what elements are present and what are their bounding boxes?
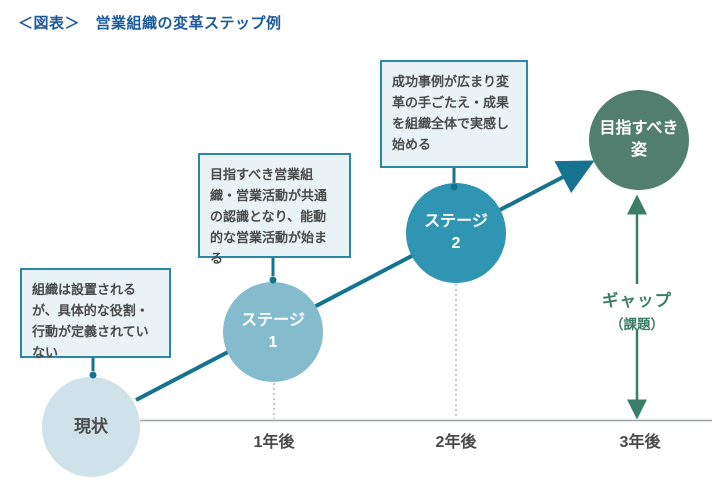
annotation-box-current: 組織は設置されるが、具体的な役割・行動が定義されていない (20, 268, 171, 360)
tick-label-year3: 3年後 (619, 434, 661, 451)
connector-dot-2 (269, 276, 277, 284)
tick-label-year2: 2年後 (435, 434, 477, 451)
growth-arrow (135, 160, 595, 402)
stage2-number: 2 (451, 235, 461, 252)
gap-label-main: ギャップ (602, 292, 672, 310)
annotation-box-stage1: 目指すべき営業組織・営業活動が共通の認識となり、能動的な営業活動が始まる (198, 153, 351, 266)
gap-label: ギャップ （課題） (597, 287, 677, 333)
connector-dot-3 (450, 183, 458, 191)
annotation-box-stage2: 成功事例が広まり変革の手ごたえ・成果を組織全体で実感し始める (380, 60, 528, 168)
stage1-label: ステージ (241, 312, 305, 330)
tick-label-year1: 1年後 (253, 434, 295, 451)
stage2-label: ステージ (424, 213, 488, 231)
stage-current-label: 現状 (74, 416, 108, 436)
stage-circle-2: ステージ 2 (406, 183, 506, 283)
stage-circle-1: ステージ 1 (223, 282, 323, 382)
page-title: ＜図表＞ 営業組織の変革ステップ例 (18, 15, 282, 32)
stage-circle-current: 現状 (42, 377, 140, 477)
goal-circle: 目指すべき 姿 (589, 90, 689, 190)
gap-label-sub: （課題） (610, 317, 664, 332)
goal-label-line1: 目指すべき (599, 120, 679, 138)
connector-dot-1 (89, 371, 97, 379)
goal-label-line2: 姿 (630, 142, 647, 159)
stage1-number: 1 (268, 334, 278, 351)
